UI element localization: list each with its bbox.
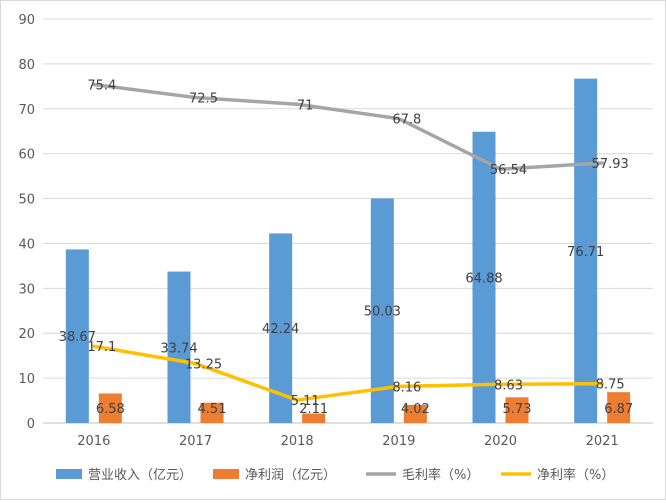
x-tick-label: 2020 <box>484 434 517 449</box>
y-tick-label: 30 <box>18 282 35 297</box>
y-tick-label: 60 <box>18 148 35 163</box>
legend-label: 净利润（亿元） <box>245 468 336 483</box>
x-axis: 2016 2017 2018 2019 2020 2021 <box>43 422 653 449</box>
gridlines <box>43 18 653 379</box>
y-axis: 0 10 20 30 40 50 60 70 80 90 <box>18 13 35 432</box>
bar <box>607 392 631 423</box>
bar <box>403 404 427 423</box>
x-tick-label: 2021 <box>586 434 619 449</box>
bar-value-label: 33.74 <box>160 341 197 356</box>
legend-swatch <box>213 469 239 479</box>
legend-label: 毛利率（%） <box>402 467 479 483</box>
line-value-label: 72.5 <box>189 92 218 107</box>
legend-label: 净利率（%） <box>537 467 614 483</box>
bar-value-label: 4.51 <box>198 402 227 417</box>
bar <box>472 131 496 423</box>
bar <box>505 397 529 423</box>
y-tick-label: 50 <box>18 193 35 208</box>
bar-value-label: 6.87 <box>604 402 633 417</box>
y-tick-label: 80 <box>18 58 35 73</box>
bar <box>370 198 394 423</box>
line-value-label: 8.16 <box>392 380 421 395</box>
line-value-label: 57.93 <box>592 157 629 172</box>
line-value-label: 8.75 <box>596 378 625 393</box>
y-tick-label: 90 <box>18 13 35 28</box>
line-value-label: 56.54 <box>490 163 527 178</box>
series-line <box>92 82 604 171</box>
x-tick-label: 2019 <box>382 434 415 449</box>
x-tick-label: 2016 <box>77 434 110 449</box>
bar-value-label: 64.88 <box>465 271 502 286</box>
bar-value-label: 76.71 <box>567 245 604 260</box>
line-value-label: 67.8 <box>392 113 421 128</box>
bar <box>200 402 224 423</box>
line-value-label: 17.1 <box>87 340 116 355</box>
y-tick-label: 70 <box>18 103 35 118</box>
bar <box>269 233 293 423</box>
x-tick-label: 2017 <box>179 434 212 449</box>
data-labels: 38.67 33.74 42.24 50.03 64.88 76.71 6.58 4.51 2.… <box>59 79 633 417</box>
y-tick-label: 20 <box>18 327 35 342</box>
line-value-label: 13.25 <box>185 358 222 373</box>
bar-value-label: 38.67 <box>59 330 96 345</box>
line-value-label: 8.63 <box>494 378 523 393</box>
legend-label: 营业收入（亿元） <box>88 468 192 483</box>
line-series <box>92 82 604 402</box>
line-value-label: 71 <box>297 98 314 113</box>
bar <box>98 393 122 423</box>
y-tick-label: 0 <box>27 417 35 432</box>
bar-value-label: 50.03 <box>364 305 401 320</box>
bar <box>167 271 191 423</box>
series-line <box>92 344 604 402</box>
y-tick-label: 10 <box>18 372 35 387</box>
bar-value-label: 6.58 <box>96 402 125 417</box>
x-tick-label: 2018 <box>281 434 314 449</box>
bar <box>65 249 89 423</box>
line-value-label: 5.11 <box>291 394 320 409</box>
bar-value-label: 42.24 <box>262 322 299 337</box>
bar-value-label: 2.11 <box>299 402 328 417</box>
legend: 营业收入（亿元） 净利润（亿元） 毛利率（%） 净利率（%） <box>56 467 614 483</box>
bar <box>302 413 326 423</box>
y-tick-label: 40 <box>18 237 35 252</box>
line-value-label: 75.4 <box>87 79 116 94</box>
bar-value-label: 5.73 <box>503 402 532 417</box>
bar-series <box>65 78 631 423</box>
legend-swatch <box>56 469 82 479</box>
bar-value-label: 4.02 <box>401 402 430 417</box>
